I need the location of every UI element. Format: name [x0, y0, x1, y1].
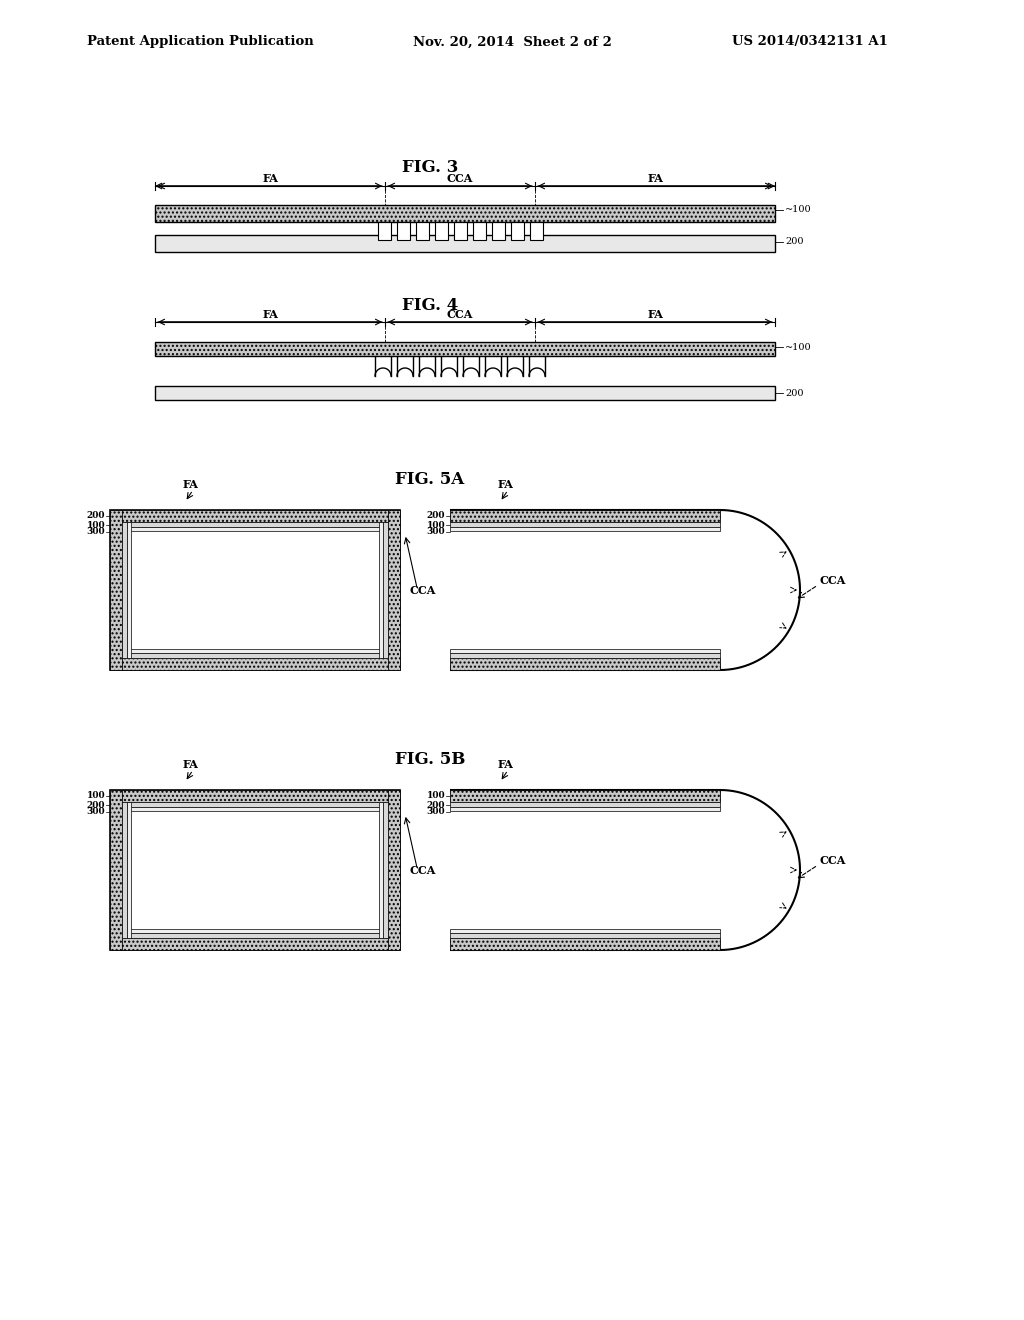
Bar: [110, 510, 400, 671]
Bar: [396, 222, 410, 240]
Text: 300: 300: [86, 528, 105, 536]
Bar: [450, 939, 720, 950]
Text: 200: 200: [86, 511, 105, 520]
Bar: [383, 521, 388, 657]
Text: FIG. 3: FIG. 3: [401, 160, 458, 177]
Bar: [379, 803, 383, 939]
Bar: [450, 803, 720, 807]
Bar: [127, 803, 131, 939]
Bar: [511, 222, 523, 240]
Bar: [110, 510, 400, 521]
Bar: [450, 510, 720, 521]
Bar: [416, 222, 428, 240]
Bar: [450, 789, 720, 803]
Bar: [388, 789, 400, 950]
Text: ~100: ~100: [785, 342, 812, 351]
Bar: [450, 653, 720, 657]
Bar: [378, 222, 390, 240]
Text: FA: FA: [497, 759, 513, 771]
Bar: [122, 521, 388, 527]
Text: 100: 100: [426, 520, 445, 529]
Bar: [472, 222, 485, 240]
Bar: [122, 929, 388, 933]
Bar: [155, 205, 775, 222]
Text: 300: 300: [86, 808, 105, 817]
Text: FIG. 5B: FIG. 5B: [395, 751, 465, 768]
Text: 200: 200: [86, 800, 105, 809]
Text: CCA: CCA: [446, 173, 473, 183]
Bar: [492, 222, 505, 240]
Bar: [127, 521, 131, 657]
Text: FA: FA: [262, 309, 278, 319]
Bar: [122, 649, 388, 653]
Bar: [450, 807, 720, 810]
Text: 200: 200: [785, 388, 804, 397]
Bar: [450, 933, 720, 939]
Text: FA: FA: [497, 479, 513, 491]
Bar: [529, 222, 543, 240]
Bar: [155, 235, 775, 252]
Bar: [122, 803, 127, 939]
Bar: [110, 789, 400, 950]
Text: US 2014/0342131 A1: US 2014/0342131 A1: [732, 36, 888, 49]
Bar: [122, 803, 388, 807]
Text: FA: FA: [182, 759, 198, 771]
Text: 200: 200: [427, 511, 445, 520]
Text: 300: 300: [426, 528, 445, 536]
Text: FA: FA: [647, 173, 663, 183]
Bar: [383, 803, 388, 939]
Text: FA: FA: [262, 173, 278, 183]
Bar: [110, 510, 122, 671]
Text: ~100: ~100: [785, 206, 812, 214]
Bar: [122, 933, 388, 939]
Bar: [110, 657, 400, 671]
Bar: [450, 657, 720, 671]
Text: Patent Application Publication: Patent Application Publication: [87, 36, 313, 49]
Text: 300: 300: [426, 808, 445, 817]
Bar: [122, 807, 388, 810]
Bar: [122, 527, 388, 531]
Bar: [450, 527, 720, 531]
Bar: [379, 521, 383, 657]
Text: 100: 100: [426, 792, 445, 800]
Bar: [110, 789, 400, 803]
Bar: [122, 521, 127, 657]
Bar: [450, 929, 720, 933]
Bar: [388, 510, 400, 671]
Text: 100: 100: [86, 520, 105, 529]
Text: CCA: CCA: [820, 854, 847, 866]
Text: 200: 200: [427, 800, 445, 809]
Bar: [434, 222, 447, 240]
Bar: [450, 649, 720, 653]
Text: CCA: CCA: [820, 574, 847, 586]
Text: Nov. 20, 2014  Sheet 2 of 2: Nov. 20, 2014 Sheet 2 of 2: [413, 36, 611, 49]
Bar: [110, 789, 122, 950]
Text: 100: 100: [86, 792, 105, 800]
Text: CCA: CCA: [410, 585, 435, 595]
Bar: [450, 521, 720, 527]
Text: CCA: CCA: [410, 865, 435, 875]
Text: FIG. 5A: FIG. 5A: [395, 471, 465, 488]
Text: FA: FA: [182, 479, 198, 491]
Bar: [155, 342, 775, 356]
Text: FIG. 4: FIG. 4: [401, 297, 458, 314]
Bar: [110, 939, 400, 950]
Bar: [122, 653, 388, 657]
Text: 200: 200: [785, 238, 804, 247]
Bar: [454, 222, 467, 240]
Text: CCA: CCA: [446, 309, 473, 319]
Bar: [155, 385, 775, 400]
Text: FA: FA: [647, 309, 663, 319]
